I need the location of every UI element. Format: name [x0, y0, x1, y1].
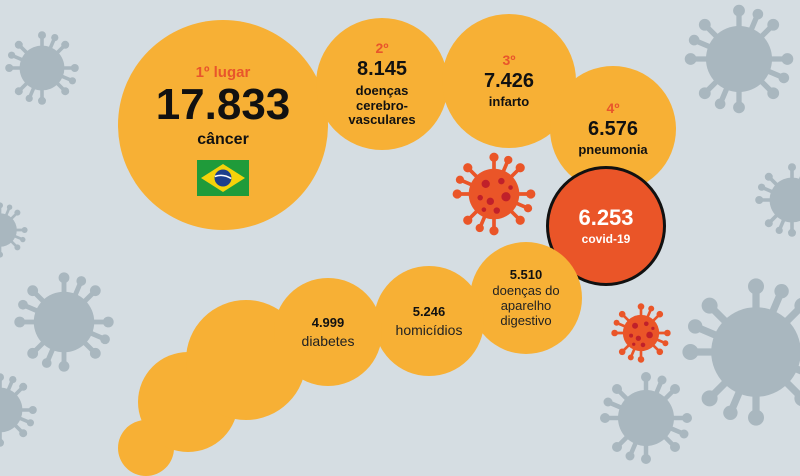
stroke-value: 8.145 [356, 57, 408, 80]
virus-icon [680, 0, 798, 118]
brazil-flag-icon [197, 159, 249, 196]
rank-label: 4º [606, 100, 620, 117]
rank-label: 3º [502, 52, 516, 69]
covid-label: covid-19 [581, 232, 631, 247]
virus-icon [609, 301, 673, 365]
pneumonia-value: 6.576 [587, 118, 639, 141]
diabetes-label: diabetes [301, 332, 355, 349]
covid-value: 6.253 [578, 205, 634, 231]
cancer-label: câncer [197, 131, 249, 149]
digestive-value: 5.510 [509, 267, 543, 283]
virus-icon [3, 29, 81, 107]
rank-label: 1º lugar [195, 64, 251, 82]
digestive-label: doenças do aparelho digestivo [492, 283, 560, 328]
homicides-label: homicídios [395, 321, 463, 338]
stroke-label: doenças cerebro-vasculares [348, 82, 416, 128]
infarct-value: 7.426 [483, 70, 535, 93]
virus-icon [753, 161, 800, 239]
pneumonia-label: pneumonia [578, 142, 648, 158]
infarct-label: infarto [488, 94, 530, 110]
cancer-value: 17.833 [155, 80, 291, 130]
virus-icon [596, 368, 696, 468]
rank-label: 2º [375, 39, 389, 56]
virus-icon [450, 150, 538, 238]
diabetes-value: 4.999 [311, 314, 345, 330]
bubble-diabetes: 4.999 diabetes [274, 278, 382, 386]
bubble-homicides: 5.246 homicídios [374, 266, 484, 376]
bubble-cancer: 1º lugar 17.833 câncer [118, 20, 328, 230]
bubble-stroke: 2º 8.145 doenças cerebro-vasculares [316, 18, 448, 150]
virus-icon [0, 201, 29, 259]
bubble-digestive: 5.510 doenças do aparelho digestivo [470, 242, 582, 354]
virus-icon [0, 371, 39, 449]
homicides-value: 5.246 [412, 303, 446, 319]
virus-icon [10, 268, 118, 376]
